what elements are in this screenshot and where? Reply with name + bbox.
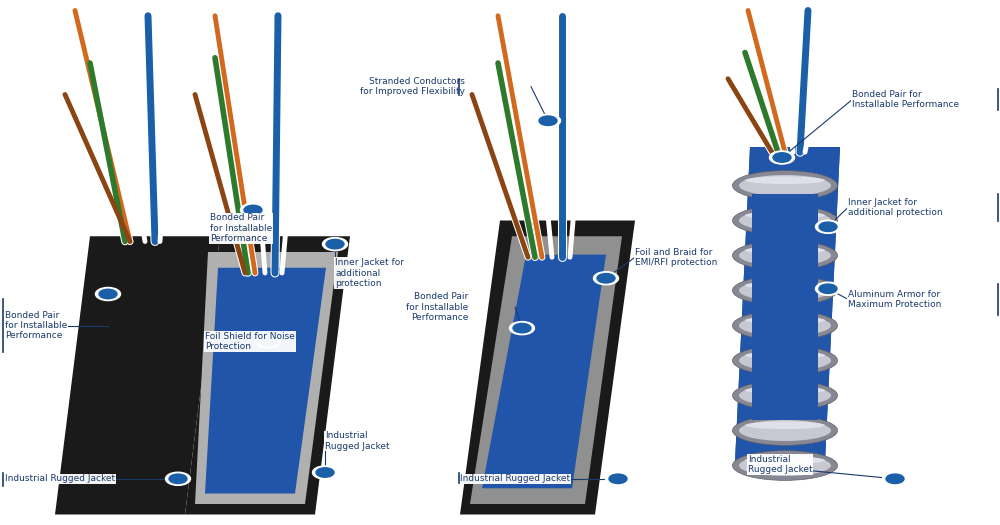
Ellipse shape (739, 210, 831, 231)
Circle shape (539, 116, 557, 125)
Text: Industrial Rugged Jacket: Industrial Rugged Jacket (460, 474, 570, 484)
Circle shape (312, 466, 338, 479)
Circle shape (326, 239, 344, 249)
Circle shape (240, 203, 266, 216)
Text: Inner Jacket for
additional
protection: Inner Jacket for additional protection (335, 258, 404, 288)
Circle shape (259, 337, 277, 346)
Text: Inner Jacket for
additional protection: Inner Jacket for additional protection (848, 198, 943, 217)
Ellipse shape (745, 456, 825, 464)
Ellipse shape (732, 381, 838, 411)
Text: Foil and Braid for
EMI/RFI protection: Foil and Braid for EMI/RFI protection (635, 248, 717, 267)
Ellipse shape (732, 276, 838, 306)
Circle shape (594, 272, 618, 285)
Circle shape (510, 321, 534, 335)
Ellipse shape (745, 317, 825, 324)
Circle shape (256, 335, 280, 348)
Circle shape (770, 151, 794, 164)
Polygon shape (735, 147, 840, 462)
Ellipse shape (732, 311, 838, 340)
Polygon shape (195, 252, 338, 504)
Circle shape (819, 284, 837, 293)
Text: Foil Shield for Noise
Protection: Foil Shield for Noise Protection (205, 332, 295, 351)
Circle shape (597, 274, 615, 283)
Text: Bonded Pair
for Installable
Performance: Bonded Pair for Installable Performance (210, 214, 272, 243)
Ellipse shape (745, 176, 825, 184)
Text: Industrial Rugged Jacket: Industrial Rugged Jacket (5, 474, 115, 484)
Ellipse shape (732, 450, 838, 480)
Polygon shape (460, 220, 635, 514)
Ellipse shape (745, 351, 825, 359)
Ellipse shape (739, 385, 831, 406)
Circle shape (816, 282, 840, 295)
Ellipse shape (745, 246, 825, 254)
Circle shape (169, 474, 187, 484)
Ellipse shape (745, 422, 825, 429)
Circle shape (816, 220, 840, 233)
Circle shape (166, 472, 190, 485)
Circle shape (536, 114, 560, 128)
Polygon shape (752, 194, 818, 420)
Ellipse shape (732, 416, 838, 445)
Circle shape (513, 323, 531, 333)
Ellipse shape (732, 240, 838, 270)
Polygon shape (482, 255, 606, 488)
Circle shape (609, 474, 627, 484)
Ellipse shape (732, 171, 838, 201)
Ellipse shape (745, 386, 825, 394)
Text: Aluminum Armor for
Maximum Protection: Aluminum Armor for Maximum Protection (848, 290, 941, 309)
Circle shape (606, 472, 631, 485)
Polygon shape (185, 236, 350, 514)
Circle shape (96, 288, 120, 300)
Polygon shape (470, 236, 622, 504)
Text: Bonded Pair
for Installable
Performance: Bonded Pair for Installable Performance (5, 311, 67, 340)
Text: Stranded Conductors
for Improved Flexibility: Stranded Conductors for Improved Flexibi… (360, 77, 465, 96)
Ellipse shape (732, 206, 838, 235)
Ellipse shape (739, 175, 831, 196)
Polygon shape (205, 268, 326, 494)
Ellipse shape (732, 345, 838, 375)
Circle shape (883, 472, 908, 485)
Text: Bonded Pair
for Installable
Performance: Bonded Pair for Installable Performance (406, 292, 468, 322)
Circle shape (322, 237, 348, 251)
Circle shape (773, 153, 791, 162)
Circle shape (316, 468, 334, 477)
Circle shape (819, 222, 837, 232)
Ellipse shape (739, 420, 831, 441)
Ellipse shape (739, 315, 831, 336)
Ellipse shape (745, 212, 825, 219)
Circle shape (244, 205, 262, 215)
Polygon shape (55, 236, 220, 514)
Circle shape (886, 474, 904, 484)
Text: Industrial
Rugged Jacket: Industrial Rugged Jacket (325, 432, 390, 450)
Ellipse shape (745, 281, 825, 289)
Text: Bonded Pair for
Installable Performance: Bonded Pair for Installable Performance (852, 90, 959, 109)
Circle shape (99, 289, 117, 299)
Ellipse shape (739, 280, 831, 301)
Ellipse shape (739, 455, 831, 476)
Polygon shape (735, 147, 840, 462)
Ellipse shape (739, 245, 831, 266)
Text: Industrial
Rugged Jacket: Industrial Rugged Jacket (748, 455, 813, 474)
Ellipse shape (739, 350, 831, 371)
